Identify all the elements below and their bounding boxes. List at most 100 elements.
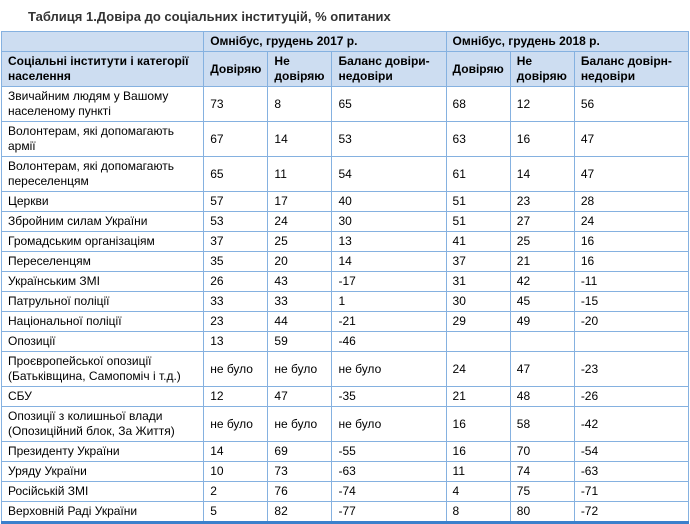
value-cell: 63: [445, 121, 511, 157]
value-cell: -17: [331, 271, 447, 292]
value-cell: -15: [573, 291, 690, 312]
value-cell: 49: [509, 311, 575, 332]
institution-label: Російській ЗМІ: [0, 481, 205, 502]
column-header-distrust-2017: Не довіряю: [267, 51, 333, 87]
value-cell: 8: [267, 86, 333, 122]
institution-label: Патрульної поліції: [0, 291, 205, 312]
value-cell: 25: [267, 231, 333, 252]
value-cell: 57: [203, 191, 269, 212]
value-cell: -11: [573, 271, 690, 292]
value-cell: 25: [509, 231, 575, 252]
value-cell: 74: [509, 461, 575, 482]
value-cell: 41: [445, 231, 511, 252]
value-cell: -23: [573, 351, 690, 387]
value-cell: 75: [509, 481, 575, 502]
value-cell: 21: [509, 251, 575, 272]
corner-cell: [0, 31, 205, 52]
value-cell: 5: [203, 501, 269, 523]
value-cell: 24: [267, 211, 333, 232]
institution-label: Верховній Раді України: [0, 501, 205, 523]
value-cell: 47: [509, 351, 575, 387]
row-header-label: Соціальні інститути і категорії населенн…: [0, 51, 205, 87]
value-cell: 33: [267, 291, 333, 312]
column-header-distrust-2018: Не довіряю: [509, 51, 575, 87]
value-cell: 56: [573, 86, 690, 122]
table-row: Національної поліції 23 44 -21 29 49 -20: [0, 311, 690, 332]
value-cell: 42: [509, 271, 575, 292]
value-cell: 47: [267, 386, 333, 407]
table-row: Звичайним людям у Вашому населеному пунк…: [0, 86, 690, 122]
value-cell: 40: [331, 191, 447, 212]
institution-label: Переселенцям: [0, 251, 205, 272]
value-cell: 45: [509, 291, 575, 312]
group-header-row: Омнібус, грудень 2017 р. Омнібус, груден…: [0, 31, 690, 52]
institution-label: Національної поліції: [0, 311, 205, 332]
value-cell: 82: [267, 501, 333, 523]
value-cell: 16: [445, 406, 511, 442]
value-cell: -26: [573, 386, 690, 407]
value-cell: [509, 331, 575, 352]
table-row: Проєвропейської опозиції (Батьківщина, С…: [0, 351, 690, 387]
value-cell: 28: [573, 191, 690, 212]
trust-table: Омнібус, грудень 2017 р. Омнібус, груден…: [0, 31, 690, 524]
value-cell: -63: [331, 461, 447, 482]
value-cell: 47: [573, 156, 690, 192]
value-cell: 10: [203, 461, 269, 482]
table-body: Звичайним людям у Вашому населеному пунк…: [0, 86, 690, 523]
column-header-trust-2017: Довіряю: [203, 51, 269, 87]
value-cell: 44: [267, 311, 333, 332]
institution-label: Звичайним людям у Вашому населеному пунк…: [0, 86, 205, 122]
institution-label: Президенту України: [0, 441, 205, 462]
value-cell: 13: [331, 231, 447, 252]
value-cell: 12: [203, 386, 269, 407]
institution-label: Збройним силам України: [0, 211, 205, 232]
column-header-row: Соціальні інститути і категорії населенн…: [0, 51, 690, 87]
value-cell: 23: [203, 311, 269, 332]
value-cell: -20: [573, 311, 690, 332]
value-cell: -42: [573, 406, 690, 442]
institution-label: Волонтерам, які допомагають переселенцям: [0, 156, 205, 192]
institution-label: Волонтерам, які допомагають армії: [0, 121, 205, 157]
institution-label: Проєвропейської опозиції (Батьківщина, С…: [0, 351, 205, 387]
value-cell: 73: [267, 461, 333, 482]
value-cell: 21: [445, 386, 511, 407]
value-cell: 4: [445, 481, 511, 502]
value-cell: [573, 331, 690, 352]
table-row: Опозиції з колишньої влади (Опозиційний …: [0, 406, 690, 442]
value-cell: 11: [267, 156, 333, 192]
table-row: Патрульної поліції 33 33 1 30 45 -15: [0, 291, 690, 312]
value-cell: 14: [203, 441, 269, 462]
value-cell: 68: [445, 86, 511, 122]
table-row: СБУ 12 47 -35 21 48 -26: [0, 386, 690, 407]
value-cell: -54: [573, 441, 690, 462]
value-cell: 53: [331, 121, 447, 157]
value-cell: не було: [267, 406, 333, 442]
value-cell: 14: [267, 121, 333, 157]
value-cell: [445, 331, 511, 352]
institution-label: Уряду України: [0, 461, 205, 482]
value-cell: 23: [509, 191, 575, 212]
table-row: Переселенцям 35 20 14 37 21 16: [0, 251, 690, 272]
value-cell: 33: [203, 291, 269, 312]
institution-label: Українським ЗМІ: [0, 271, 205, 292]
table-row: Збройним силам України 53 24 30 51 27 24: [0, 211, 690, 232]
value-cell: 51: [445, 191, 511, 212]
value-cell: 58: [509, 406, 575, 442]
table-row: Президенту України 14 69 -55 16 70 -54: [0, 441, 690, 462]
value-cell: 59: [267, 331, 333, 352]
value-cell: не було: [203, 351, 269, 387]
table-row: Верховній Раді України 5 82 -77 8 80 -72: [0, 501, 690, 523]
institution-label: Церкви: [0, 191, 205, 212]
value-cell: 11: [445, 461, 511, 482]
value-cell: 16: [509, 121, 575, 157]
value-cell: 65: [331, 86, 447, 122]
value-cell: 12: [509, 86, 575, 122]
institution-label: Опозиції з колишньої влади (Опозиційний …: [0, 406, 205, 442]
value-cell: 30: [445, 291, 511, 312]
value-cell: не було: [331, 351, 447, 387]
value-cell: 51: [445, 211, 511, 232]
value-cell: 13: [203, 331, 269, 352]
value-cell: 16: [573, 251, 690, 272]
value-cell: 30: [331, 211, 447, 232]
